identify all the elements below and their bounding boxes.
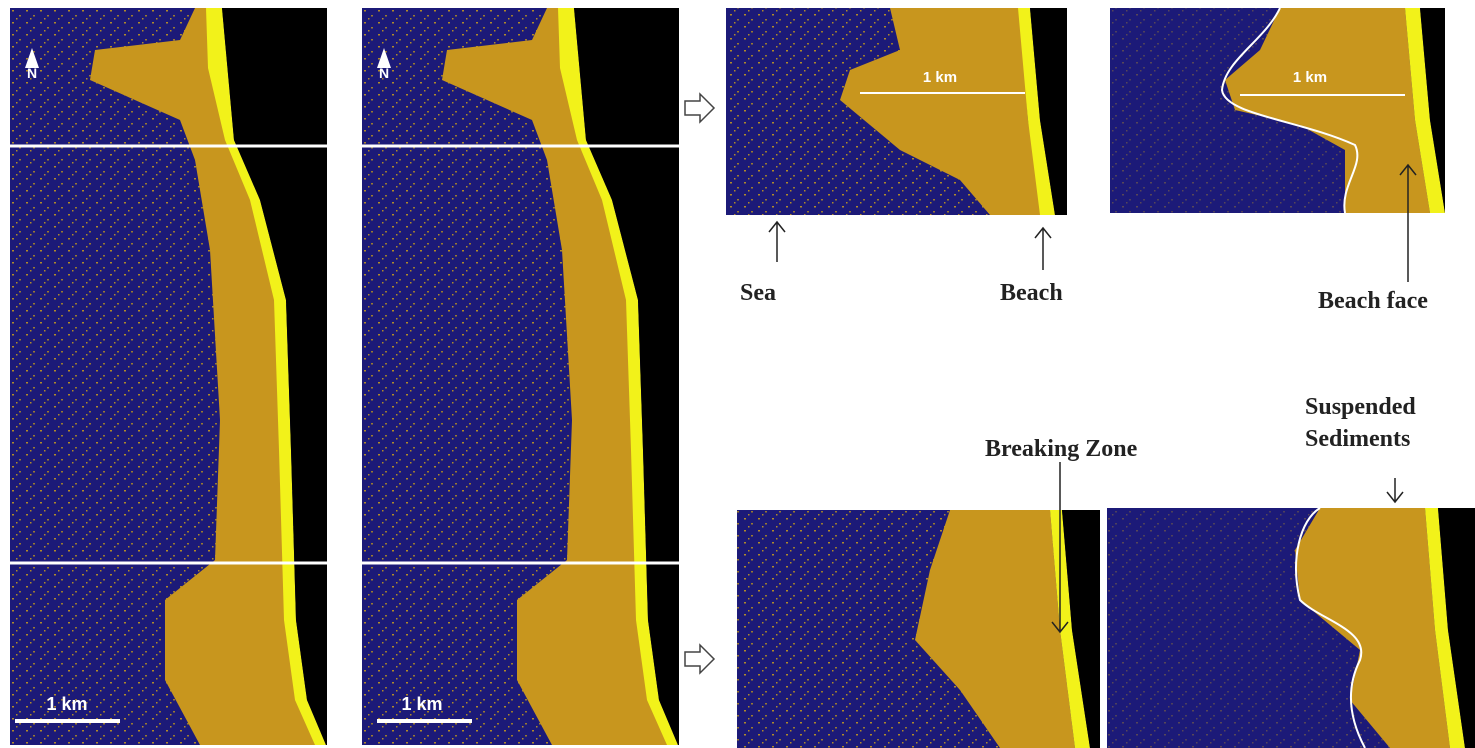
scale-label: 1 km xyxy=(401,694,442,714)
inset-bottom-left xyxy=(737,510,1100,748)
scale-label: 1 km xyxy=(46,694,87,714)
inset-top-left: 1 km xyxy=(726,8,1067,215)
scale-label: 1 km xyxy=(923,69,957,86)
panel-1: N 1 km xyxy=(10,8,327,745)
page: Coastal classification figure {"panels":… xyxy=(0,0,1475,748)
north-label: N xyxy=(379,65,389,81)
label-sediments: Sediments xyxy=(1305,426,1410,452)
arrow xyxy=(685,94,714,122)
panel-2: N 1 km xyxy=(362,8,679,745)
classified-image xyxy=(362,8,679,745)
inset-top-right: 1 km xyxy=(1110,8,1445,213)
inset-bottom-right xyxy=(1107,508,1475,748)
label-suspended: Suspended xyxy=(1305,394,1416,420)
classified-image xyxy=(10,8,327,745)
figure: N 1 km N 1 km 1 km 1 km xyxy=(0,0,1475,748)
label-breaking-zone: Breaking Zone xyxy=(985,436,1138,462)
north-label: N xyxy=(27,65,37,81)
body: N 1 km N 1 km 1 km 1 km xyxy=(0,0,1475,748)
label-beach-face: Beach face xyxy=(1318,288,1428,314)
label-sea: Sea xyxy=(740,280,776,306)
label-beach: Beach xyxy=(1000,280,1063,306)
arrow xyxy=(685,645,714,673)
scale-label: 1 km xyxy=(1293,69,1327,86)
